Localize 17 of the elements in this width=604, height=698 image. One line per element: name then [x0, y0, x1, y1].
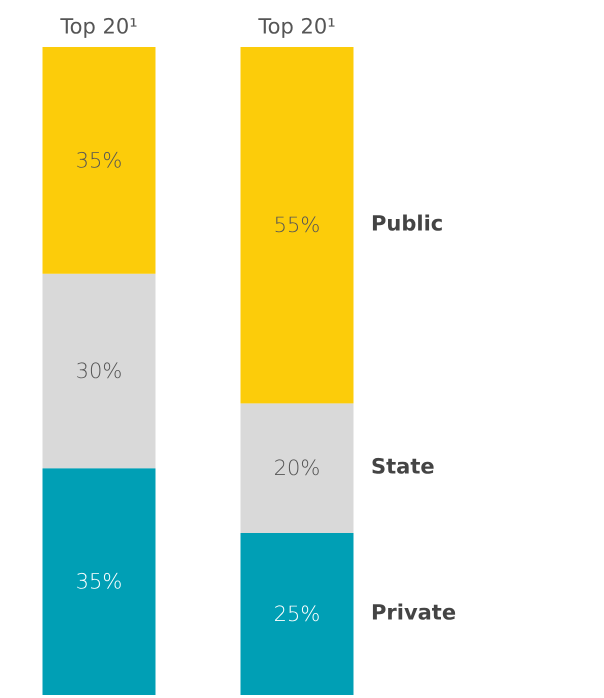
bar — [42, 47, 156, 274]
data-label: 30% — [76, 359, 122, 383]
bar — [240, 533, 354, 695]
data-label: 35% — [76, 148, 122, 172]
bar — [240, 403, 354, 533]
bar — [42, 274, 156, 468]
bar — [240, 47, 354, 404]
data-label: 20% — [274, 456, 320, 480]
series-label: State — [371, 454, 435, 479]
data-label: 25% — [274, 602, 320, 626]
data-label: 35% — [76, 570, 122, 594]
x-tick-label: Top 20¹ — [257, 14, 336, 38]
bar — [42, 468, 156, 695]
data-label: 55% — [274, 213, 320, 238]
series-label: Public — [371, 212, 444, 236]
series-label: Private — [371, 600, 456, 624]
x-tick-label: Top 20¹ — [59, 14, 138, 38]
